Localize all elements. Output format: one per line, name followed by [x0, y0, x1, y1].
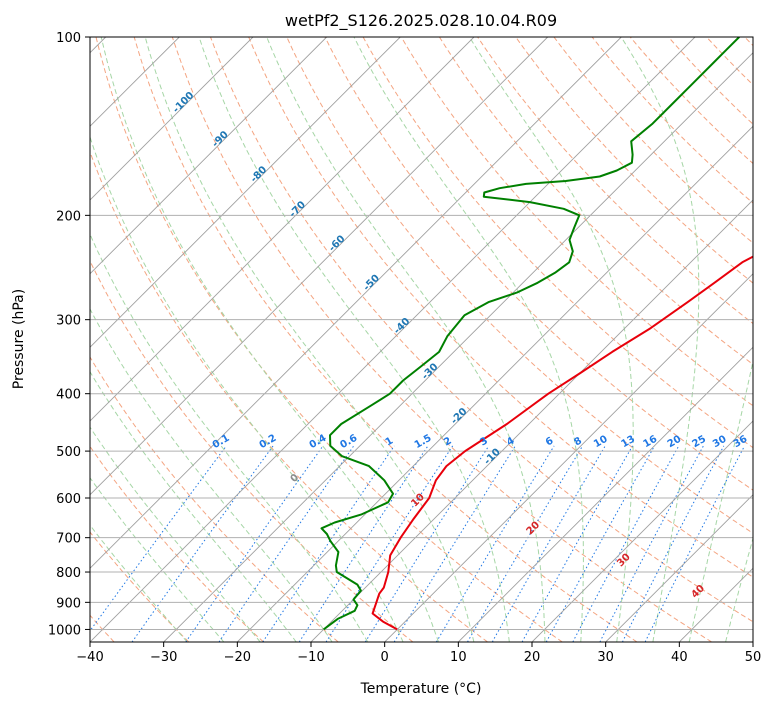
dry-adiabat	[324, 37, 753, 491]
dry-adiabat	[438, 37, 753, 366]
y-axis: 100 200 300 400 500 600 700 800 900 1000	[48, 31, 90, 638]
isotherm	[90, 37, 622, 569]
profile-lines	[320, 37, 753, 631]
x-axis: −40 −30 −20 −10 0 10 20 30 40 50	[76, 642, 761, 665]
mixing-ratio-line	[218, 445, 355, 642]
moist-adiabat	[100, 37, 439, 642]
x-axis-title: Temperature (°C)	[360, 681, 482, 697]
y-tick-label: 200	[56, 209, 81, 224]
mixing-ratio-label: 1	[384, 435, 396, 448]
y-tick-label: 100	[56, 31, 81, 46]
dry-adiabat	[210, 37, 753, 623]
isotherm	[457, 346, 753, 642]
x-tick-label: −10	[297, 650, 324, 665]
y-tick-label: 800	[56, 566, 81, 581]
isotherm	[90, 37, 475, 422]
x-tick-label: 30	[597, 650, 614, 665]
moist-adiabat	[90, 232, 369, 642]
isotherm	[163, 52, 753, 642]
mixing-ratio-line	[467, 445, 584, 642]
mixing-ratio-label: 4	[505, 435, 517, 448]
x-tick-label: 40	[671, 650, 688, 665]
mixing-ratio-line	[621, 445, 725, 642]
y-tick-label: 600	[56, 492, 81, 507]
moist-adiabat	[90, 476, 225, 642]
mixing-ratio-label: 8	[572, 435, 584, 448]
isotherm	[90, 37, 254, 201]
mixing-ratio-label: 2	[442, 435, 454, 448]
dry-adiabat	[171, 37, 712, 642]
y-tick-label: 1000	[48, 623, 81, 638]
isotherm	[236, 125, 753, 642]
grid	[90, 37, 753, 642]
mixing-ratio-label: 3	[478, 435, 490, 448]
x-tick-label: 10	[450, 650, 467, 665]
moist-adiabat	[353, 37, 584, 642]
temperature-profile-line	[371, 255, 753, 631]
isotherm	[310, 199, 753, 642]
dry-adiabat	[95, 37, 563, 642]
moist-adiabat	[620, 37, 700, 642]
mixing-ratio-line	[435, 445, 555, 642]
dry-adiabat	[400, 37, 753, 407]
mixing-ratio-line	[644, 445, 746, 642]
mixing-ratio-line	[545, 445, 656, 642]
dry-adiabat	[90, 531, 190, 642]
isotherm	[90, 37, 401, 348]
dry-adiabat	[515, 37, 753, 284]
mixing-ratio-line	[521, 445, 633, 642]
isotherm	[90, 37, 696, 642]
isotherm	[605, 494, 753, 642]
dry-adiabat	[90, 150, 488, 642]
isotherm	[531, 420, 753, 642]
mixing-ratio-label: 6	[544, 435, 556, 448]
x-tick-label: −30	[150, 650, 177, 665]
mixing-ratio-line	[393, 445, 516, 642]
x-tick-label: −40	[76, 650, 103, 665]
dry-adiabat	[133, 37, 638, 642]
moist-adiabat	[198, 37, 510, 642]
isotherm	[90, 37, 328, 275]
background-lines	[90, 37, 753, 642]
y-tick-label: 500	[56, 445, 81, 460]
y-tick-label: 400	[56, 388, 81, 403]
x-tick-label: −20	[224, 650, 251, 665]
x-tick-label: 50	[745, 650, 762, 665]
moist-adiabat	[90, 308, 333, 642]
moist-adiabat	[725, 536, 753, 642]
y-tick-label: 900	[56, 596, 81, 611]
plot-frame	[89, 36, 754, 643]
mixing-ratio-line	[185, 445, 324, 642]
isotherm	[90, 37, 549, 496]
y-tick-label: 700	[56, 532, 81, 547]
mixing-ratio-line	[298, 445, 429, 642]
x-tick-label: 20	[524, 650, 541, 665]
moist-adiabat	[266, 37, 546, 642]
moist-adiabat	[90, 135, 404, 642]
mixing-ratio-line	[262, 445, 395, 642]
chart-title: wetPf2_S126.2025.028.10.04.R09	[285, 11, 557, 31]
isotherm	[384, 273, 753, 642]
moist-adiabat	[144, 37, 475, 642]
y-axis-title: Pressure (hPa)	[11, 289, 27, 389]
dry-adiabat	[90, 356, 339, 642]
dry-adiabat	[90, 445, 264, 642]
y-tick-label: 300	[56, 314, 81, 329]
moist-adiabat	[688, 358, 753, 642]
dry-adiabat	[248, 37, 753, 578]
mixing-ratio-line	[131, 445, 274, 642]
moist-adiabat	[90, 426, 261, 642]
x-tick-label: 0	[381, 650, 389, 665]
dewpoint-profile-line	[320, 37, 740, 631]
